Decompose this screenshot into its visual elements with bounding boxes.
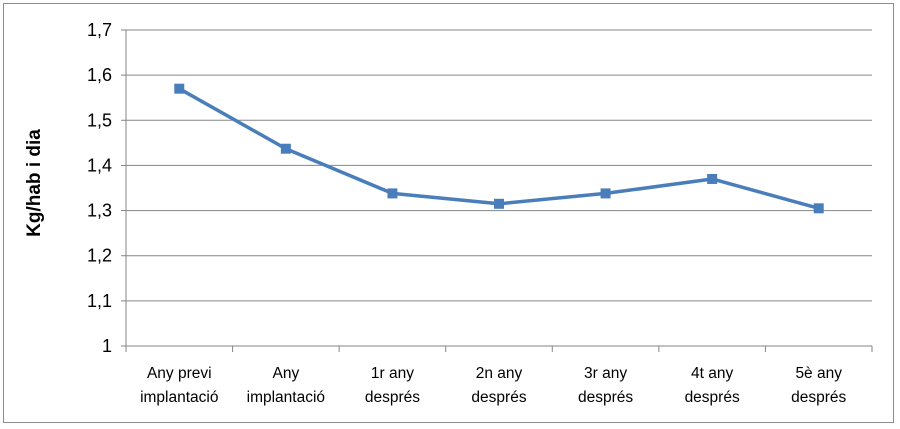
y-tick-label: 1,5: [87, 110, 112, 130]
data-point-marker: [494, 198, 504, 209]
chart-frame: [3, 3, 894, 423]
x-category-label: després: [791, 389, 846, 406]
x-category-label: Any: [272, 365, 299, 382]
axes: [121, 29, 873, 352]
x-category-label: després: [685, 389, 740, 406]
x-category-label: 3r any: [584, 365, 627, 382]
y-axis-title: Kg/hab i dia: [24, 129, 45, 237]
x-category-label: 1r any: [371, 365, 414, 382]
gridlines: [126, 29, 872, 302]
x-category-label: Any previ: [147, 365, 212, 382]
data-point-marker: [600, 188, 611, 199]
y-tick-label: 1,6: [87, 65, 112, 85]
x-category-label: implantació: [140, 389, 218, 406]
y-tick-labels: 1 1,1 1,2 1,3 1,4 1,5 1,6 1,7: [87, 20, 112, 356]
y-tick-label: 1,2: [87, 246, 112, 266]
y-tick-label: 1: [102, 336, 112, 356]
x-category-label: després: [365, 389, 420, 406]
x-category-label: 2n any: [476, 365, 523, 382]
data-point-marker: [813, 203, 824, 214]
x-category-labels: Any previ implantació Any implantació 1r any…: [140, 365, 846, 406]
x-category-label: després: [578, 389, 633, 406]
x-category-label: 4t any: [691, 365, 733, 382]
y-tick-label: 1,3: [87, 201, 112, 221]
data-point-marker: [387, 188, 398, 199]
x-category-label: implantació: [247, 389, 325, 406]
data-series: [174, 83, 824, 214]
data-point-marker: [174, 83, 185, 94]
x-category-label: 5è any: [795, 365, 842, 382]
series-line: [178, 87, 820, 211]
y-tick-label: 1,4: [87, 155, 112, 175]
data-point-marker: [280, 143, 291, 154]
data-point-marker: [707, 173, 718, 184]
y-tick-label: 1,1: [87, 291, 112, 311]
x-category-label: després: [471, 389, 526, 406]
y-tick-label: 1,7: [87, 20, 112, 40]
